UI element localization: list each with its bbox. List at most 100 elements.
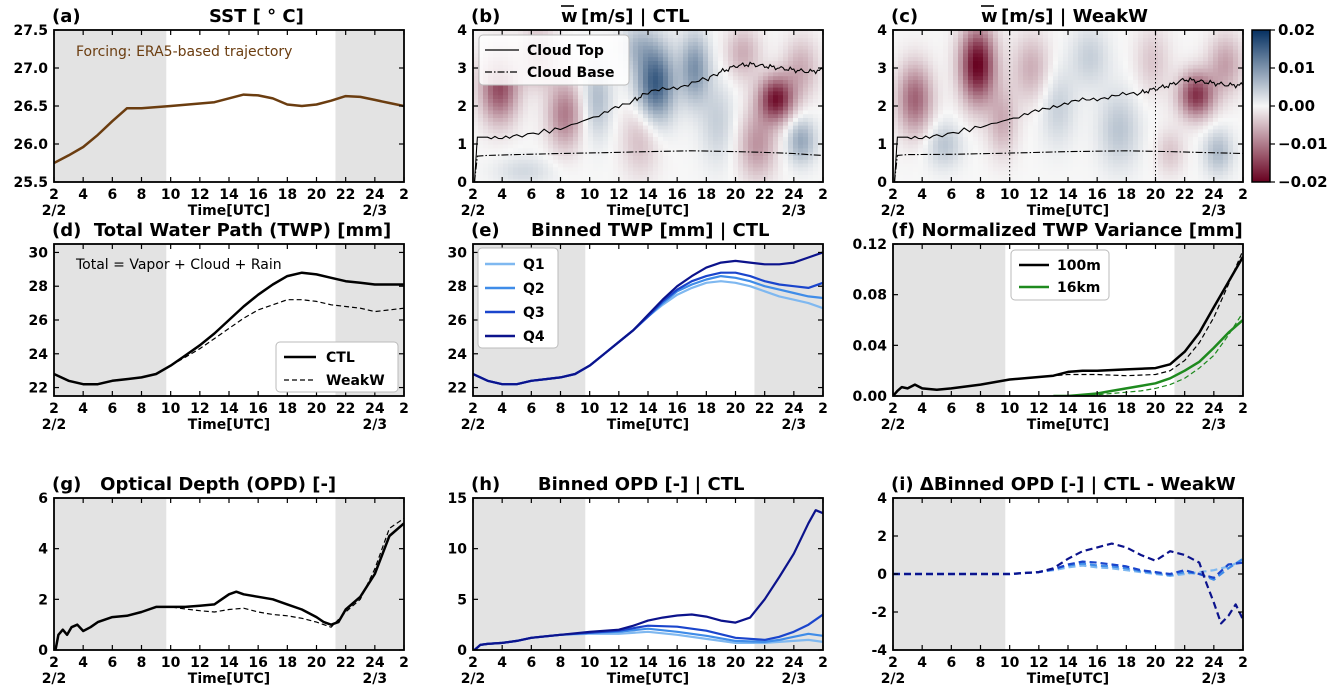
heat-cell xyxy=(948,68,954,73)
heat-cell xyxy=(473,83,479,88)
heat-cell xyxy=(643,37,649,42)
heat-cell xyxy=(988,159,994,164)
heat-cell xyxy=(768,33,774,39)
heat-cell xyxy=(558,155,564,160)
heat-cell xyxy=(768,68,774,73)
heat-cell xyxy=(693,71,699,77)
heat-cell xyxy=(663,45,669,50)
heat-cell xyxy=(773,83,779,88)
heat-cell xyxy=(1018,132,1024,137)
heat-cell xyxy=(618,90,624,96)
heat-cell xyxy=(1108,68,1114,73)
heat-cell xyxy=(1143,68,1149,73)
heat-cell xyxy=(628,30,634,35)
heat-cell xyxy=(758,159,764,164)
heat-cell xyxy=(1023,144,1029,149)
heat-cell xyxy=(748,87,754,92)
heat-cell xyxy=(928,68,934,73)
heat-cell xyxy=(1108,113,1114,118)
heat-cell xyxy=(813,136,819,141)
heat-cell xyxy=(1103,125,1109,130)
heat-cell xyxy=(933,64,939,69)
heat-cell xyxy=(758,30,764,35)
heat-cell xyxy=(728,87,734,92)
heat-cell xyxy=(1088,128,1094,134)
heat-cell xyxy=(568,178,574,182)
heat-cell xyxy=(1028,94,1034,99)
heat-cell xyxy=(1058,102,1064,107)
heat-cell xyxy=(753,125,759,130)
heat-cell xyxy=(538,136,544,141)
heat-cell xyxy=(528,94,534,99)
heat-cell xyxy=(1083,56,1089,61)
heat-cell xyxy=(663,37,669,42)
heat-cell xyxy=(638,159,644,164)
heat-cell xyxy=(998,52,1004,58)
heat-cell xyxy=(678,136,684,141)
heat-cell xyxy=(633,178,639,182)
heat-cell xyxy=(543,163,549,168)
heat-cell xyxy=(958,109,964,115)
heat-cell xyxy=(778,151,784,156)
heat-cell xyxy=(708,45,714,50)
heat-cell xyxy=(618,170,624,175)
heat-cell xyxy=(1018,166,1024,172)
heat-cell xyxy=(1063,64,1069,69)
heat-cell xyxy=(723,166,729,172)
heat-cell xyxy=(1078,45,1084,50)
heat-cell xyxy=(1143,125,1149,130)
heat-cell xyxy=(513,144,519,149)
heat-cell xyxy=(723,52,729,58)
heat-cell xyxy=(958,98,964,103)
heat-cell xyxy=(643,128,649,134)
heat-cell xyxy=(898,41,904,46)
heat-cell xyxy=(558,144,564,149)
heat-cell xyxy=(1068,68,1074,73)
heat-cell xyxy=(483,178,489,182)
heat-cell xyxy=(1108,166,1114,172)
heat-cell xyxy=(1133,98,1139,103)
heat-cell xyxy=(648,94,654,99)
heat-cell xyxy=(643,83,649,88)
heat-cell xyxy=(553,132,559,137)
heat-cell xyxy=(653,170,659,175)
heat-cell xyxy=(503,90,509,96)
heat-cell xyxy=(648,106,654,111)
heat-cell xyxy=(898,166,904,172)
heat-cell xyxy=(1048,94,1054,99)
heat-cell xyxy=(538,163,544,168)
heat-cell xyxy=(1073,90,1079,96)
heat-cell xyxy=(998,102,1004,107)
heat-cell xyxy=(1068,94,1074,99)
heat-cell xyxy=(703,79,709,84)
heat-cell xyxy=(558,106,564,111)
heat-cell xyxy=(818,178,823,182)
heat-cell xyxy=(1028,174,1034,179)
heat-cell xyxy=(608,178,614,182)
heat-cell xyxy=(803,121,809,126)
heat-cell xyxy=(583,166,589,172)
heat-cell xyxy=(648,90,654,96)
heat-cell xyxy=(743,49,749,54)
heat-cell xyxy=(1003,30,1009,35)
heat-cell xyxy=(788,94,794,99)
heat-cell xyxy=(793,155,799,160)
heat-cell xyxy=(963,102,969,107)
heat-cell xyxy=(1058,94,1064,99)
heat-cell xyxy=(1143,159,1149,164)
heat-cell xyxy=(633,56,639,61)
heat-cell xyxy=(648,30,654,35)
heat-cell xyxy=(608,159,614,164)
heat-cell xyxy=(708,178,714,182)
heat-cell xyxy=(813,125,819,130)
heat-cell xyxy=(723,94,729,99)
heat-cell xyxy=(648,128,654,134)
heat-cell xyxy=(998,132,1004,137)
heat-cell xyxy=(998,125,1004,130)
heat-cell xyxy=(808,79,814,84)
heat-cell xyxy=(668,79,674,84)
heat-cell xyxy=(533,132,539,137)
heat-cell xyxy=(923,140,929,145)
heat-cell xyxy=(583,159,589,164)
heat-cell xyxy=(693,132,699,137)
